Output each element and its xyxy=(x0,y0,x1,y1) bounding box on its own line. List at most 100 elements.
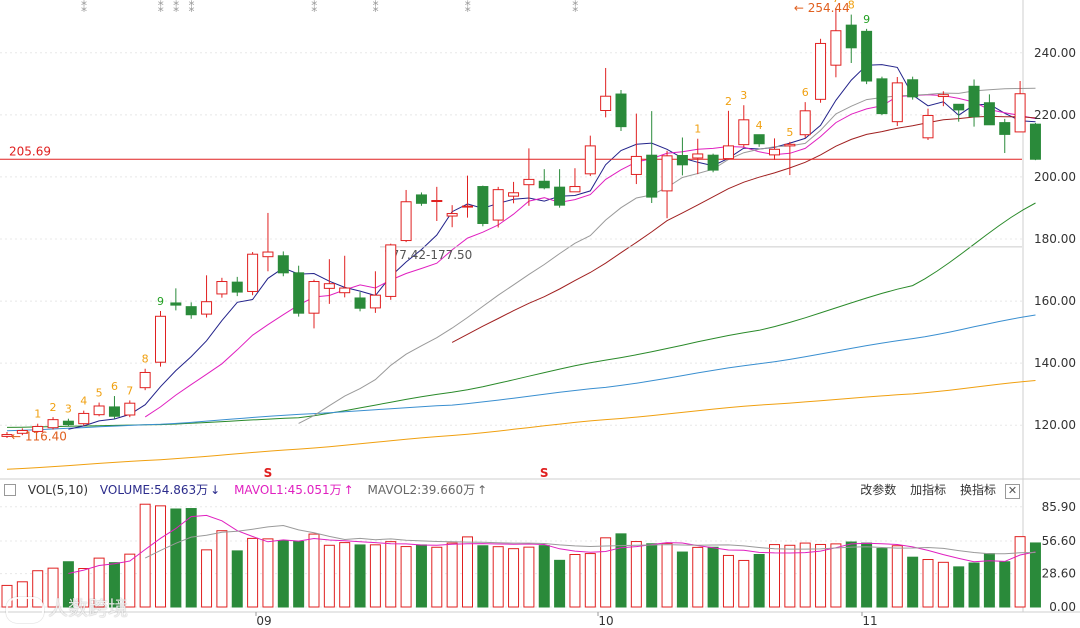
volume-bar xyxy=(247,537,259,608)
count-label: 2 xyxy=(50,401,57,414)
count-label: 9 xyxy=(157,295,164,308)
candle-body xyxy=(185,306,197,316)
volume-bar xyxy=(124,553,136,608)
s-marker-icon: S xyxy=(540,466,549,480)
count-label: 7 xyxy=(126,384,133,397)
candle-body xyxy=(661,155,673,192)
volume-bar xyxy=(569,554,581,608)
volume-bar xyxy=(784,544,796,608)
candle-body xyxy=(308,281,320,314)
candle-body xyxy=(431,200,443,203)
switch-indicator-button[interactable]: 换指标 xyxy=(959,483,996,497)
candle-body xyxy=(477,186,489,224)
volume-bar xyxy=(201,549,213,608)
add-indicator-button[interactable]: 加指标 xyxy=(910,483,947,497)
ma-line-ma60 xyxy=(6,202,1036,428)
mavol1-arrow-icon: ↑ xyxy=(343,483,354,497)
low-label: ← 116.40 xyxy=(11,429,67,443)
candle-body xyxy=(262,251,274,258)
close-icon[interactable]: ✕ xyxy=(1005,484,1020,499)
candle-body xyxy=(630,155,642,175)
candle-body xyxy=(231,281,243,293)
count-label: 3 xyxy=(740,89,747,102)
count-label: 9 xyxy=(863,13,870,26)
volume-bar xyxy=(600,537,612,608)
volume-bar xyxy=(707,546,719,608)
count-label: 7 xyxy=(832,0,839,5)
ma-line-ma250 xyxy=(6,380,1036,470)
candle-body xyxy=(615,93,627,128)
candle-body xyxy=(155,315,166,363)
volume-tick-label: 56.60 xyxy=(1042,534,1076,548)
candle-body xyxy=(722,145,734,160)
candle-body xyxy=(845,24,857,49)
volume-bar xyxy=(584,553,596,608)
volume-bar xyxy=(477,545,489,608)
candle-body xyxy=(369,294,381,309)
volume-bar xyxy=(538,545,550,608)
volume-bar xyxy=(308,533,320,608)
volume-bar xyxy=(277,540,289,608)
candle-body xyxy=(600,95,612,111)
volume-bar xyxy=(953,566,965,608)
volume-bar xyxy=(339,542,351,608)
price-tick-label: 140.00 xyxy=(1034,356,1076,370)
candle-body xyxy=(16,430,28,434)
edit-params-button[interactable]: 改参数 xyxy=(860,483,897,497)
count-label: 1 xyxy=(694,123,701,136)
high-label: ← 254.44 xyxy=(794,1,850,15)
volume-bar xyxy=(738,559,750,608)
candle-body xyxy=(584,145,596,175)
volume-bar xyxy=(983,553,995,608)
volume-bar xyxy=(293,540,305,608)
candle-body xyxy=(538,180,550,189)
volume-arrow-icon: ↓ xyxy=(210,483,221,497)
candle-body xyxy=(201,301,213,315)
ma-line-ma120 xyxy=(6,314,1036,432)
candle-body xyxy=(108,406,120,417)
volume-bar xyxy=(369,544,381,608)
count-label: 4 xyxy=(80,395,87,408)
candle-body xyxy=(937,94,949,98)
candle-body xyxy=(277,255,289,274)
volume-bar xyxy=(661,542,673,608)
price-tick-label: 160.00 xyxy=(1034,294,1076,308)
range-label: 177.42-177.50 xyxy=(384,248,472,262)
mavol1-value: MAVOL1:45.051万 ↑ xyxy=(234,480,354,501)
count-label: 1 xyxy=(34,408,41,421)
volume-bar xyxy=(799,542,811,608)
candle-body xyxy=(968,85,980,118)
volume-bar xyxy=(323,544,335,608)
date-label: 09 xyxy=(256,614,271,628)
candle-body xyxy=(1029,123,1041,160)
reference-lines: 205.69 177.42-177.50 xyxy=(0,144,1022,262)
collapse-toggle[interactable] xyxy=(4,483,16,496)
candle-body xyxy=(983,102,995,126)
price-tick-label: 240.00 xyxy=(1034,46,1076,60)
candle-body xyxy=(492,189,504,221)
candle-body xyxy=(293,272,305,314)
candle-body xyxy=(247,253,259,292)
date-label: 10 xyxy=(598,614,613,628)
candle-body xyxy=(1014,93,1026,133)
volume-bar xyxy=(385,541,397,608)
volume-bar xyxy=(630,541,642,608)
candle-body xyxy=(707,154,719,171)
candle-body xyxy=(676,155,688,166)
top-marker-icon: ⁑ xyxy=(158,0,164,15)
candle-body xyxy=(400,201,412,242)
candle-body xyxy=(922,114,934,139)
candle-body xyxy=(907,79,919,98)
last-price-label: 205.69 xyxy=(9,144,51,158)
volume-bar xyxy=(753,554,765,608)
logo-icon xyxy=(6,596,44,623)
candle-body xyxy=(554,186,566,206)
volume-bar xyxy=(139,503,151,608)
price-tick-label: 180.00 xyxy=(1034,232,1076,246)
volume-indicator-bar: VOL(5,10) VOLUME:54.863万 ↓ MAVOL1:45.051万… xyxy=(0,480,1024,501)
candle-body xyxy=(891,82,903,123)
candles xyxy=(1,8,1041,438)
volume-bar xyxy=(216,530,228,608)
candle-body xyxy=(462,205,473,208)
